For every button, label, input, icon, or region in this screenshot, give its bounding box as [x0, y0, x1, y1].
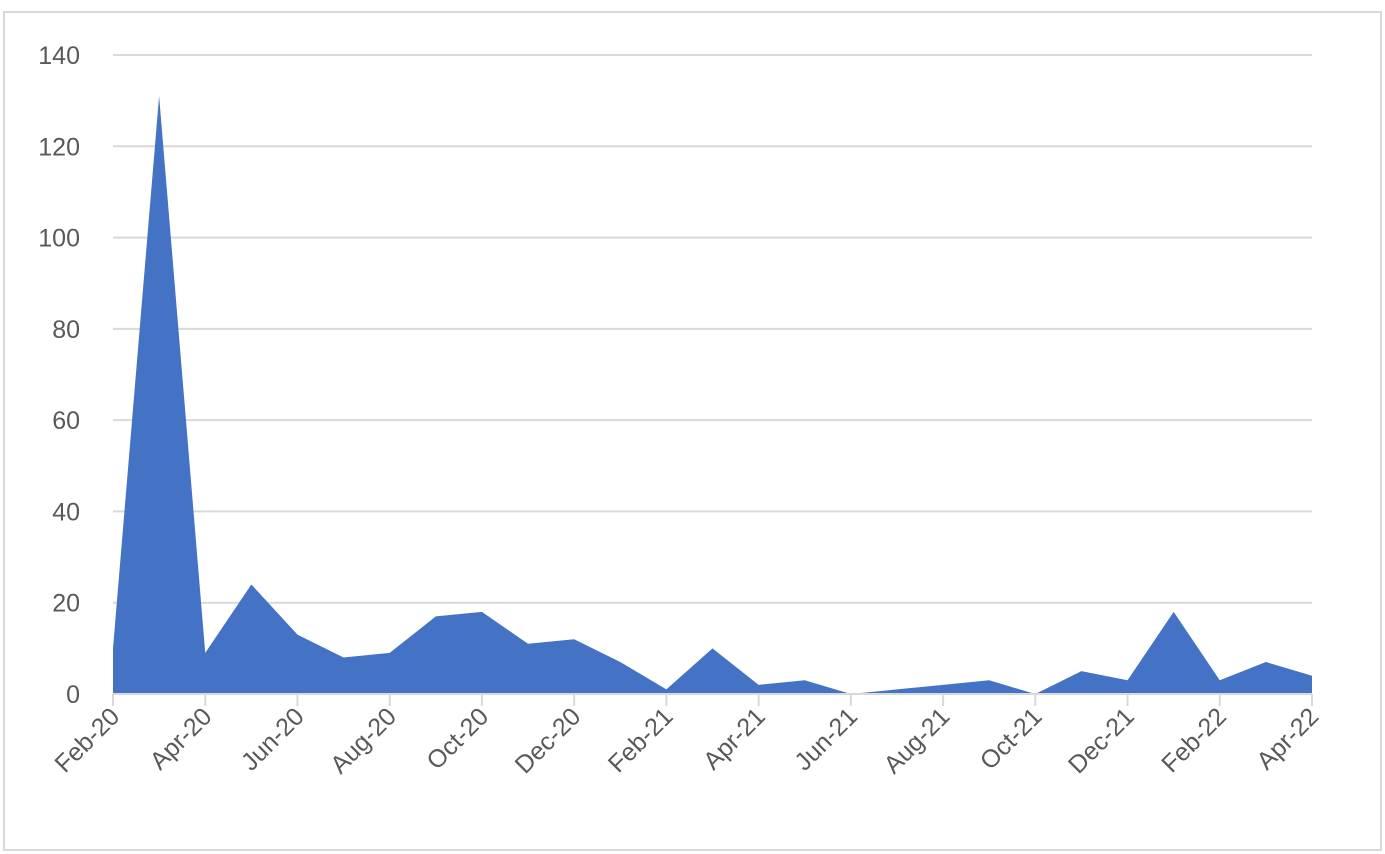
- x-tick-label: Jun-20: [236, 702, 310, 776]
- x-tick-label: Aug-20: [325, 702, 402, 779]
- x-tick-label: Apr-20: [145, 702, 218, 775]
- y-tick-label: 100: [38, 225, 80, 253]
- area-fill: [113, 96, 1312, 695]
- y-tick-label: 120: [38, 133, 80, 161]
- y-tick-label: 20: [52, 590, 80, 618]
- gridlines: [113, 54, 1312, 604]
- x-axis-tick-labels: Feb-20 Apr-20 Jun-20 Aug-20 Oct-20 Dec-20 Feb-…: [49, 702, 1324, 779]
- y-tick-label: 40: [52, 498, 80, 526]
- x-tick-label: Aug-21: [879, 702, 956, 779]
- y-tick-label: 140: [38, 42, 80, 70]
- y-tick-label: 60: [52, 407, 80, 435]
- x-tick-label: Oct-20: [421, 702, 494, 775]
- x-tick-label: Feb-22: [1156, 702, 1232, 778]
- x-tick-label: Apr-21: [698, 702, 771, 775]
- y-tick-label: 80: [52, 316, 80, 344]
- x-tick-label: Jun-21: [789, 702, 863, 776]
- x-tick-label: Apr-22: [1251, 702, 1324, 775]
- x-tick-label: Dec-21: [1063, 702, 1140, 779]
- x-tick-label: Feb-20: [49, 702, 125, 778]
- chart-frame: [3, 11, 1382, 851]
- y-tick-label: 0: [66, 681, 80, 709]
- x-tick-label: Dec-20: [510, 702, 587, 779]
- y-axis-tick-labels: 0 20 40 60 80 100 120 140: [38, 42, 80, 709]
- x-tick-label: Feb-21: [603, 702, 679, 778]
- x-tick-label: Oct-21: [975, 702, 1048, 775]
- x-axis: [112, 693, 1313, 706]
- area-series: [113, 96, 1312, 695]
